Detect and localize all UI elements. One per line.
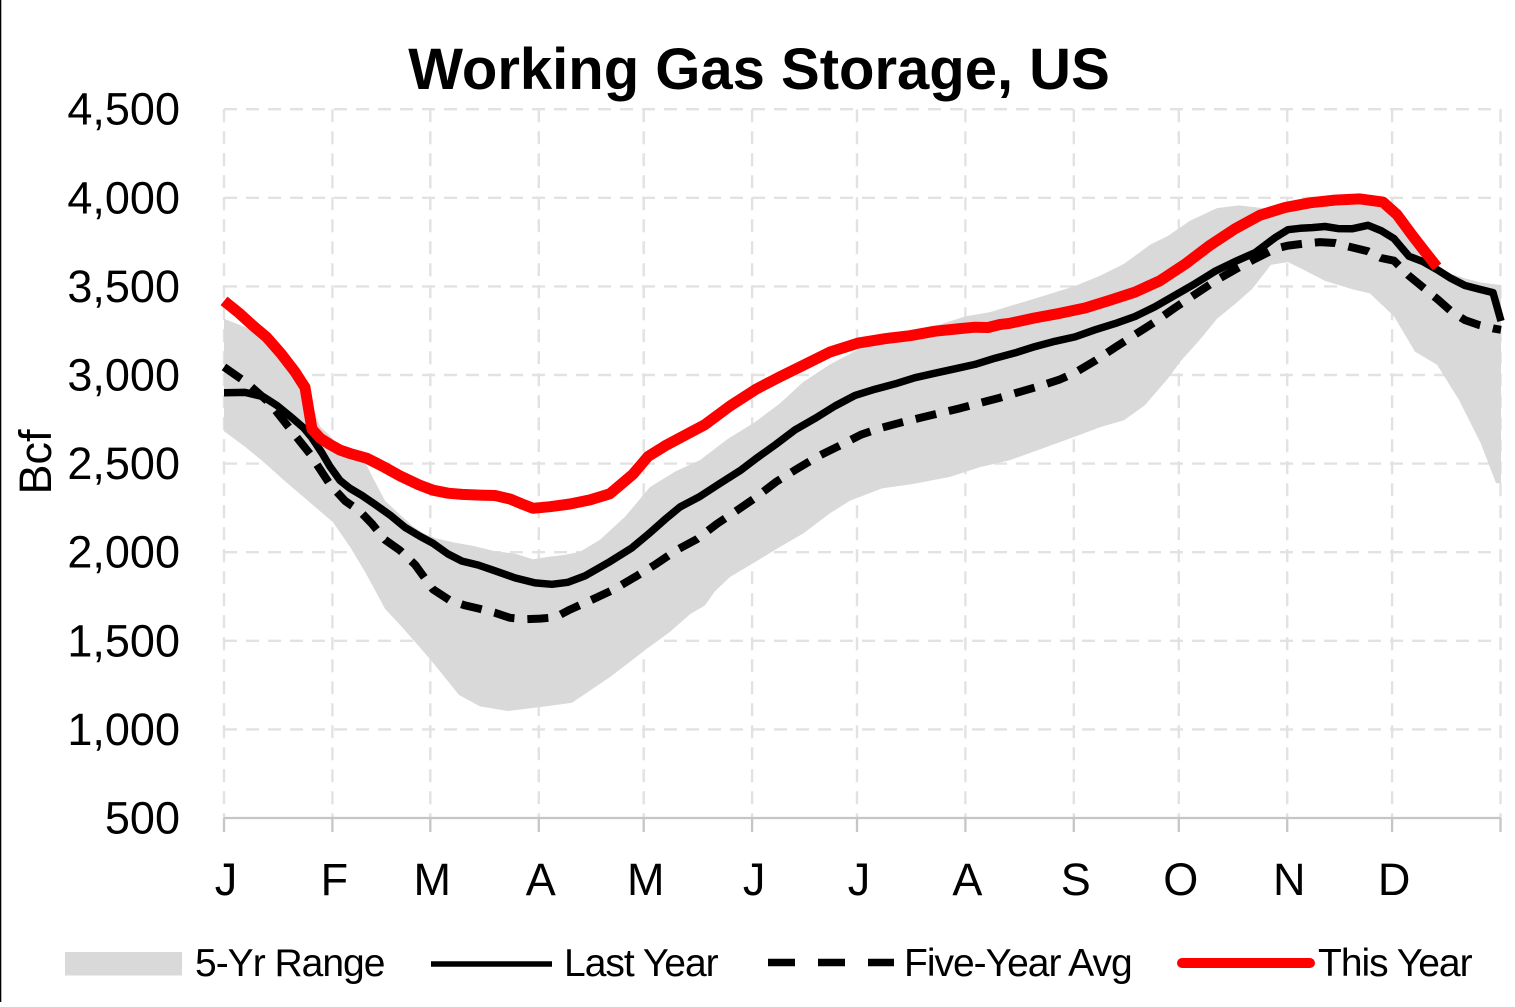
svg-text:This Year: This Year	[1318, 942, 1473, 985]
svg-text:S: S	[1061, 854, 1091, 905]
svg-text:Five-Year Avg: Five-Year Avg	[904, 942, 1132, 985]
svg-text:500: 500	[105, 793, 180, 844]
svg-text:F: F	[321, 854, 349, 905]
svg-text:Last Year: Last Year	[564, 942, 719, 985]
svg-text:4,000: 4,000	[67, 172, 180, 223]
svg-text:J: J	[848, 854, 871, 905]
svg-text:D: D	[1378, 854, 1411, 905]
svg-text:M: M	[627, 854, 665, 905]
svg-text:3,500: 3,500	[67, 261, 180, 312]
svg-text:A: A	[526, 854, 556, 905]
svg-text:O: O	[1163, 854, 1198, 905]
svg-text:2,500: 2,500	[67, 438, 180, 489]
svg-text:M: M	[414, 854, 452, 905]
svg-text:1,000: 1,000	[67, 704, 180, 755]
svg-text:Working Gas Storage, US: Working Gas Storage, US	[408, 37, 1110, 102]
svg-text:5-Yr Range: 5-Yr Range	[195, 942, 384, 985]
svg-text:J: J	[215, 854, 238, 905]
svg-text:N: N	[1273, 854, 1306, 905]
svg-text:1,500: 1,500	[67, 615, 180, 666]
svg-text:A: A	[952, 854, 982, 905]
svg-text:3,000: 3,000	[67, 350, 180, 401]
svg-text:J: J	[743, 854, 766, 905]
svg-text:Bcf: Bcf	[10, 429, 61, 495]
svg-text:2,000: 2,000	[67, 527, 180, 578]
svg-text:4,500: 4,500	[67, 84, 180, 135]
